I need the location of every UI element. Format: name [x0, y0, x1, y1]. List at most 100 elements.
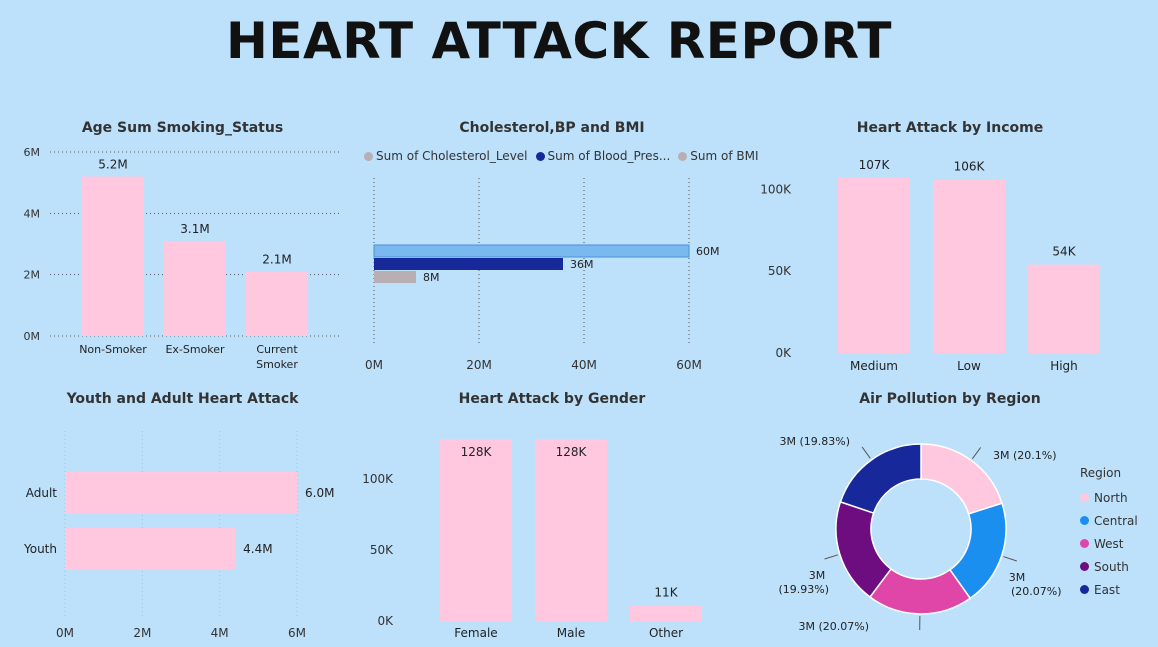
- data-label: 107K: [859, 158, 891, 172]
- chart-income-svg: 0K 50K 100K 107K Medium 106K Low 54K High: [760, 158, 1100, 373]
- bar: [838, 177, 910, 353]
- chart-cholesterol-svg: 0M 20M 40M 60M 60M 36M 8M: [365, 178, 720, 372]
- data-label: 36M: [570, 258, 594, 271]
- x-tick-label: Female: [454, 626, 497, 640]
- data-label: 60M: [696, 245, 720, 258]
- legend-label: Sum of BMI: [690, 149, 759, 163]
- page-title: HEART ATTACK REPORT: [226, 12, 892, 70]
- chart-cholesterol-legend: Sum of Cholesterol_Level Sum of Blood_Pr…: [364, 149, 759, 163]
- legend-item-west[interactable]: West: [1080, 532, 1138, 555]
- chart-gender-svg: 0K 50K 100K 128K Female 128K Male 11K Other: [362, 439, 702, 640]
- data-label: 6.0M: [305, 486, 334, 500]
- y-tick-label: 100K: [362, 472, 394, 486]
- legend-dot-icon: [678, 151, 688, 161]
- leader-line: [971, 447, 982, 460]
- x-tick-label: 0M: [56, 626, 74, 640]
- bar: [374, 258, 563, 270]
- leader-line: [1003, 556, 1017, 562]
- legend-label: East: [1094, 582, 1120, 597]
- legend-dot-icon: [1080, 585, 1089, 594]
- chart-youth-adult-panel: Youth and Adult Heart Attack 0M 2M 4M 6M Adu…: [10, 391, 355, 647]
- y-tick-label: 2M: [24, 269, 41, 282]
- data-label: 106K: [954, 160, 986, 174]
- y-tick-label: Youth: [23, 542, 57, 556]
- legend-dot-icon: [1080, 516, 1089, 525]
- x-tick-label: High: [1050, 359, 1078, 373]
- legend-dot-icon: [1080, 493, 1089, 502]
- x-tick-label: 0M: [365, 358, 383, 372]
- legend-dot-icon: [1080, 562, 1089, 571]
- chart-youth-adult-title: Youth and Adult Heart Attack: [66, 391, 299, 407]
- chart-cholesterol-panel: Cholesterol,BP and BMI Sum of Cholestero…: [362, 120, 759, 380]
- data-label: 128K: [556, 445, 588, 459]
- x-tick-label: 4M: [211, 626, 229, 640]
- chart-youth-adult-svg: 0M 2M 4M 6M Adult 6.0M Youth 4.4M: [23, 431, 334, 640]
- legend-label: Central: [1094, 513, 1138, 528]
- data-label: (20.07%): [1011, 585, 1062, 598]
- data-label: 3M: [1009, 571, 1026, 584]
- leader-line: [824, 554, 839, 560]
- y-tick-label: 0K: [775, 346, 792, 360]
- chart-gender-title: Heart Attack by Gender: [458, 391, 646, 407]
- legend-item-blood-pressure[interactable]: Sum of Blood_Pres...: [535, 149, 671, 163]
- x-tick-label: Current: [256, 343, 298, 356]
- legend-item-central[interactable]: Central: [1080, 509, 1138, 532]
- legend-item-east[interactable]: East: [1080, 578, 1138, 601]
- legend-title: Region: [1080, 466, 1122, 480]
- legend-label: South: [1094, 559, 1129, 574]
- bar: [535, 439, 607, 621]
- legend-label: Sum of Blood_Pres...: [547, 149, 671, 163]
- y-tick-label: Adult: [26, 486, 58, 500]
- bar: [374, 271, 416, 283]
- legend-item-north[interactable]: North: [1080, 486, 1138, 509]
- y-tick-label: 50K: [370, 543, 394, 557]
- data-label: 3M (20.1%): [993, 449, 1057, 462]
- y-tick-label: 100K: [760, 182, 792, 196]
- x-tick-label: Smoker: [256, 358, 298, 371]
- y-tick-label: 0K: [377, 614, 394, 628]
- data-label: 8M: [423, 271, 440, 284]
- pie-slice: [839, 443, 922, 514]
- y-tick-label: 50K: [768, 264, 792, 278]
- chart-region-panel: Air Pollution by Region 3M (20.1%) 3M (20.…: [745, 391, 1155, 647]
- data-label: 5.2M: [98, 158, 127, 172]
- x-tick-label: Ex-Smoker: [165, 343, 225, 356]
- chart-income-title: Heart Attack by Income: [856, 120, 1044, 136]
- chart-region-title: Air Pollution by Region: [859, 391, 1041, 407]
- chart-gender-panel: Heart Attack by Gender 0K 50K 100K 128K Fema…: [362, 391, 742, 647]
- x-tick-label: 60M: [676, 358, 702, 372]
- legend-label: Sum of Cholesterol_Level: [376, 149, 528, 163]
- legend-dot-icon: [535, 151, 545, 161]
- data-label: 4.4M: [243, 542, 272, 556]
- chart-income-panel: Heart Attack by Income 0K 50K 100K 107K Medi…: [745, 120, 1155, 380]
- bar: [82, 176, 144, 336]
- chart-region-svg: 3M (20.1%)3M(20.07%)3M (20.07%)3M(19.93%…: [778, 435, 1062, 633]
- chart-smoking-title: Age Sum Smoking_Status: [81, 120, 284, 136]
- x-tick-label: 6M: [288, 626, 306, 640]
- leader-line: [861, 446, 871, 459]
- data-label: 3M: [809, 569, 826, 582]
- data-label: 3M (19.83%): [779, 435, 850, 448]
- legend-item-cholesterol[interactable]: Sum of Cholesterol_Level: [364, 149, 528, 163]
- legend-label: North: [1094, 490, 1128, 505]
- chart-cholesterol-title: Cholesterol,BP and BMI: [459, 120, 645, 136]
- bar: [630, 605, 702, 621]
- data-label: 54K: [1052, 245, 1076, 259]
- legend-dot-icon: [1080, 539, 1089, 548]
- data-label: 3.1M: [180, 222, 209, 236]
- x-tick-label: Non-Smoker: [79, 343, 147, 356]
- legend-label: West: [1094, 536, 1124, 551]
- legend-item-bmi[interactable]: Sum of BMI: [678, 149, 759, 163]
- x-tick-label: Low: [957, 359, 981, 373]
- chart-smoking-panel: Age Sum Smoking_Status 0M 2M 4M 6M 5.2M Non-S…: [10, 120, 355, 380]
- bar: [246, 271, 308, 336]
- x-tick-label: Other: [649, 626, 683, 640]
- bar: [1028, 264, 1100, 353]
- x-tick-label: 2M: [133, 626, 151, 640]
- bar: [65, 528, 236, 570]
- bar: [440, 439, 512, 621]
- legend-item-south[interactable]: South: [1080, 555, 1138, 578]
- y-tick-label: 6M: [24, 146, 41, 159]
- bar: [65, 472, 297, 514]
- data-label: 2.1M: [262, 253, 291, 267]
